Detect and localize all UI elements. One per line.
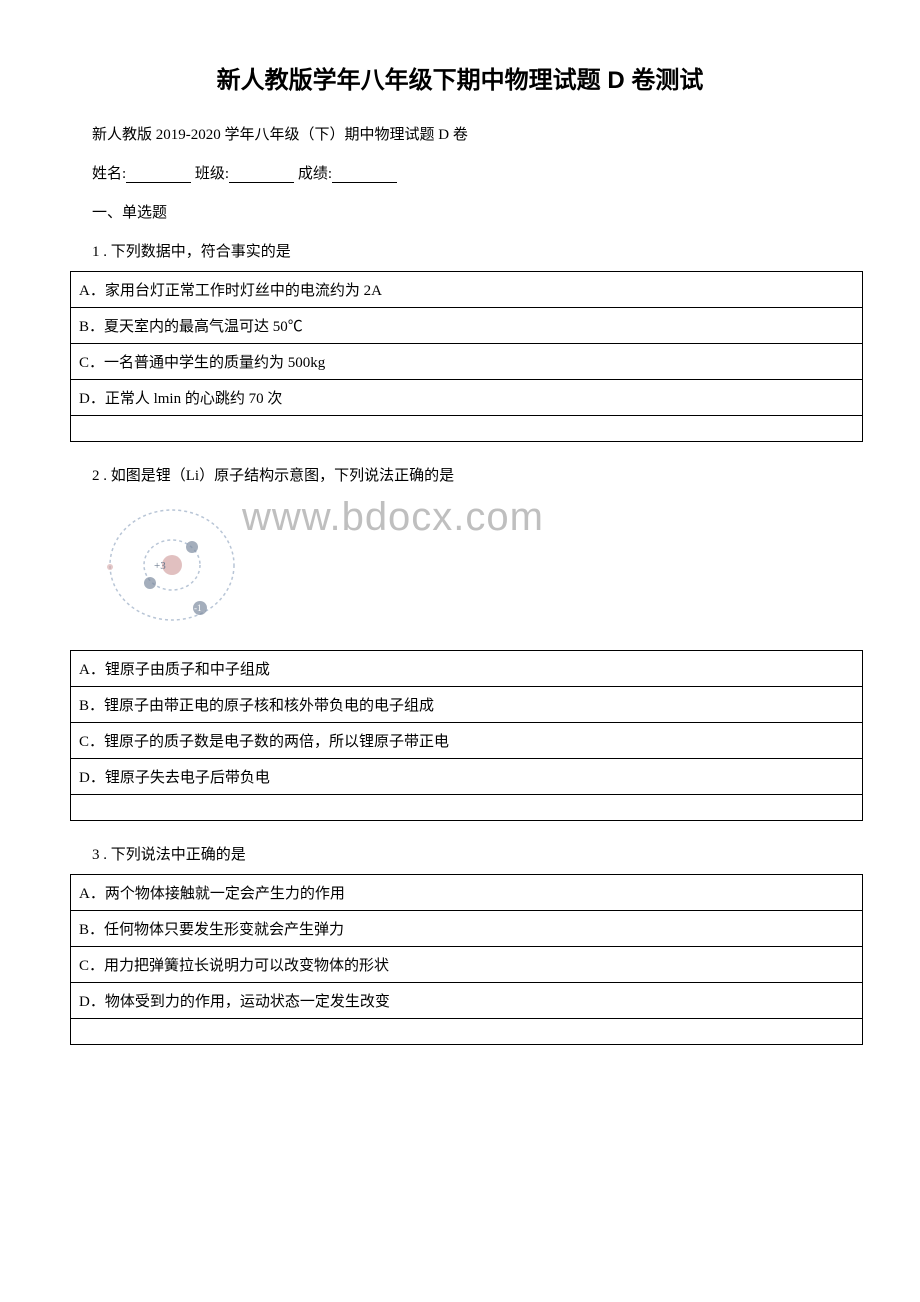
option-2d: D．锂原子失去电子后带负电 <box>71 759 863 795</box>
score-label: 成绩: <box>298 166 332 182</box>
question-2: 2 . 如图是锂（Li）原子结构示意图，下列说法正确的是 <box>92 464 870 485</box>
question-1: 1 . 下列数据中，符合事实的是 <box>92 240 870 261</box>
name-label: 姓名: <box>92 166 126 182</box>
name-field <box>126 165 191 183</box>
option-1d: D．正常人 lmin 的心跳约 70 次 <box>71 380 863 416</box>
question-1-text: 下列数据中，符合事实的是 <box>111 244 291 260</box>
option-3d: D．物体受到力的作用，运动状态一定发生改变 <box>71 983 863 1019</box>
question-1-options: A．家用台灯正常工作时灯丝中的电流约为 2A B．夏天室内的最高气温可达 50℃… <box>70 271 863 442</box>
option-1a: A．家用台灯正常工作时灯丝中的电流约为 2A <box>71 272 863 308</box>
question-3-options: A．两个物体接触就一定会产生力的作用 B．任何物体只要发生形变就会产生弹力 C．… <box>70 874 863 1045</box>
option-2-empty <box>71 795 863 821</box>
question-3-number: 3 <box>92 847 100 863</box>
class-label: 班级: <box>195 166 229 182</box>
score-field <box>332 165 397 183</box>
page-title: 新人教版学年八年级下期中物理试题 D 卷测试 <box>50 60 870 95</box>
option-3-empty <box>71 1019 863 1045</box>
info-line: 姓名: 班级: 成绩: <box>92 162 870 183</box>
nucleus-label: +3 <box>154 560 166 572</box>
option-2c: C．锂原子的质子数是电子数的两倍，所以锂原子带正电 <box>71 723 863 759</box>
question-2-number: 2 <box>92 468 100 484</box>
question-2-text: 如图是锂（Li）原子结构示意图，下列说法正确的是 <box>111 468 454 484</box>
question-1-number: 1 <box>92 244 100 260</box>
option-3b: B．任何物体只要发生形变就会产生弹力 <box>71 911 863 947</box>
atom-diagram-container: www.bdocx.com +3 -1 <box>92 495 870 640</box>
question-3-text: 下列说法中正确的是 <box>111 847 246 863</box>
option-3c: C．用力把弹簧拉长说明力可以改变物体的形状 <box>71 947 863 983</box>
question-3: 3 . 下列说法中正确的是 <box>92 843 870 864</box>
option-1c: C．一名普通中学生的质量约为 500kg <box>71 344 863 380</box>
option-2b: B．锂原子由带正电的原子核和核外带负电的电子组成 <box>71 687 863 723</box>
option-2a: A．锂原子由质子和中子组成 <box>71 651 863 687</box>
electron-label: -1 <box>194 603 202 613</box>
subtitle: 新人教版 2019-2020 学年八年级（下）期中物理试题 D 卷 <box>92 123 870 144</box>
class-field <box>229 165 294 183</box>
question-2-options: A．锂原子由质子和中子组成 B．锂原子由带正电的原子核和核外带负电的电子组成 C… <box>70 650 863 821</box>
option-3a: A．两个物体接触就一定会产生力的作用 <box>71 875 863 911</box>
section-title: 一、单选题 <box>92 201 870 222</box>
option-1-empty <box>71 416 863 442</box>
option-1b: B．夏天室内的最高气温可达 50℃ <box>71 308 863 344</box>
lithium-atom-diagram: +3 -1 <box>92 495 292 635</box>
